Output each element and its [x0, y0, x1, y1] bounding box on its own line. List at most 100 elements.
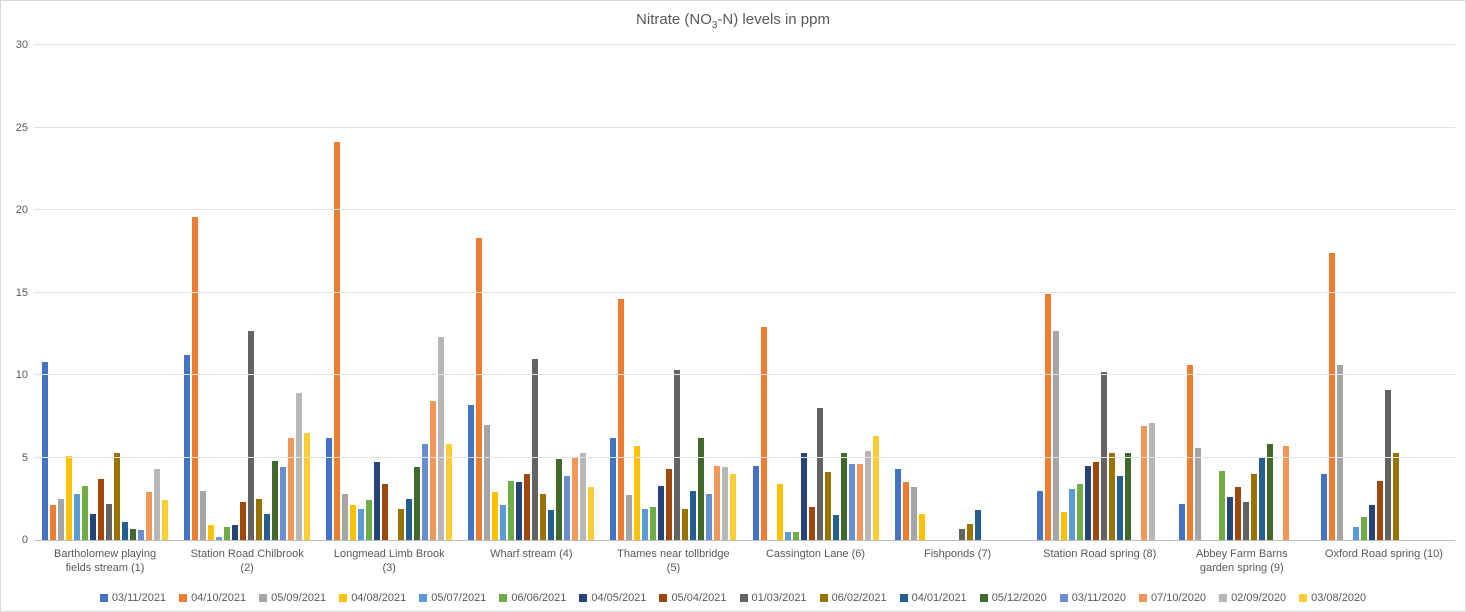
bar	[634, 446, 641, 540]
gridline	[34, 374, 1455, 375]
legend-label: 06/02/2021	[831, 592, 887, 604]
legend: 03/11/2021 04/10/2021 05/09/2021 04/08/2021…	[1, 592, 1465, 604]
bar	[540, 493, 547, 540]
legend-swatch-icon	[819, 594, 828, 602]
bar	[74, 493, 81, 540]
bar	[106, 503, 113, 540]
category-label: Abbey Farm Barns garden spring (9)	[1195, 548, 1288, 574]
bar	[918, 513, 925, 540]
bar	[446, 444, 453, 540]
y-axis-tick-label: 0	[21, 534, 28, 546]
bar	[138, 530, 145, 540]
legend-label: 03/08/2020	[1311, 592, 1367, 604]
bar	[650, 507, 657, 540]
legend-label: 02/09/2020	[1231, 592, 1287, 604]
bar	[1148, 422, 1155, 540]
bar	[288, 437, 295, 540]
bar	[800, 452, 807, 540]
legend-item: 05/12/2020	[979, 592, 1047, 604]
bar	[1258, 457, 1265, 540]
bar	[66, 455, 73, 540]
legend-label: 04/05/2021	[591, 592, 647, 604]
bar	[1250, 474, 1257, 540]
bar	[430, 401, 437, 540]
chart-title: Nitrate (NO3-N) levels in ppm	[1, 11, 1465, 31]
bar	[532, 358, 539, 540]
legend-label: 04/10/2021	[191, 592, 247, 604]
bar	[618, 299, 625, 540]
bar	[556, 459, 563, 540]
bar	[1186, 365, 1193, 540]
bar	[358, 508, 365, 540]
y-axis: 0 5 10 15 20 25 30	[1, 39, 28, 546]
bar	[714, 465, 721, 540]
legend-label: 03/11/2021	[111, 592, 167, 604]
legend-swatch-icon	[339, 594, 348, 602]
bar	[1052, 330, 1059, 540]
legend-swatch-icon	[1299, 594, 1308, 602]
bar	[666, 469, 673, 540]
y-axis-tick-label: 25	[15, 121, 28, 134]
bar	[682, 508, 689, 540]
bar	[974, 510, 981, 540]
legend-swatch-icon	[179, 594, 188, 602]
bar	[296, 393, 303, 540]
bar	[1226, 497, 1233, 540]
bar	[422, 444, 429, 540]
bar	[760, 327, 767, 540]
bar	[216, 536, 223, 540]
bar	[730, 474, 737, 540]
chart-title-subscript: 3	[711, 20, 718, 31]
legend-label: 05/09/2021	[271, 592, 327, 604]
legend-item: 04/05/2021	[579, 592, 646, 604]
bar	[224, 526, 231, 540]
bar-group	[744, 45, 886, 540]
bar	[808, 507, 815, 540]
bar	[122, 521, 129, 540]
bar	[642, 508, 649, 540]
bar-group	[1171, 45, 1313, 540]
legend-item: 04/10/2021	[179, 592, 246, 604]
bar	[792, 531, 799, 540]
bar	[516, 482, 523, 540]
bar	[280, 467, 287, 540]
bar	[564, 475, 571, 540]
bar	[580, 452, 587, 540]
bar	[1384, 389, 1391, 540]
bar	[248, 330, 255, 540]
bar	[350, 505, 357, 540]
y-axis-tick-label: 20	[15, 204, 28, 216]
bar	[90, 513, 97, 540]
bar	[872, 436, 879, 540]
bar	[1242, 502, 1249, 540]
legend-item: 04/08/2021	[339, 592, 406, 604]
bar	[492, 492, 499, 540]
bar	[752, 465, 759, 540]
legend-item: 05/04/2021	[659, 592, 727, 604]
bar	[610, 437, 617, 540]
bar-group	[460, 45, 602, 540]
bar	[1178, 503, 1185, 540]
legend-label: 07/10/2020	[1151, 592, 1207, 604]
bar	[256, 498, 263, 540]
gridline	[34, 209, 1455, 210]
bar	[894, 469, 901, 540]
bar	[1044, 294, 1051, 540]
y-axis-tick-label: 15	[15, 286, 28, 299]
bar	[1328, 252, 1335, 540]
legend-swatch-icon	[259, 594, 268, 602]
bar-group	[34, 45, 176, 540]
bar	[1116, 475, 1123, 540]
legend-swatch-icon	[499, 594, 508, 602]
bar	[848, 464, 855, 540]
bar	[304, 432, 311, 540]
category-label: Thames near tollbridge (5)	[617, 548, 730, 574]
bar	[966, 523, 973, 540]
bar	[1320, 474, 1327, 540]
bar	[98, 478, 105, 540]
bar	[1352, 526, 1359, 540]
legend-item: 01/03/2021	[739, 592, 807, 604]
bar	[342, 493, 349, 540]
y-axis-tick-label: 30	[15, 39, 28, 51]
bar	[130, 528, 137, 540]
